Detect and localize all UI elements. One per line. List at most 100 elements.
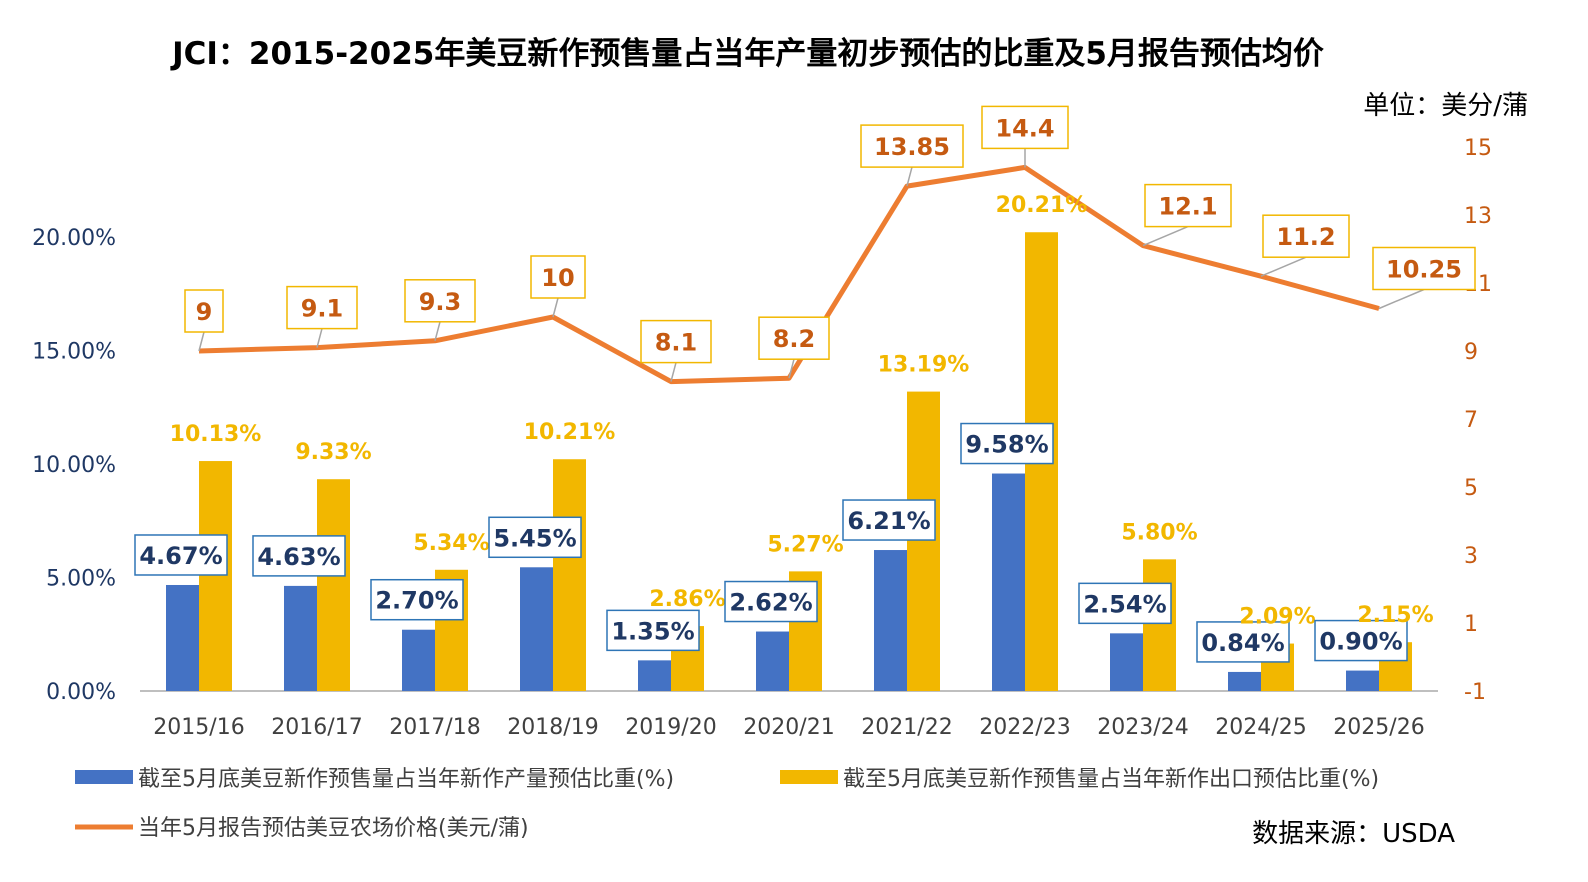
production-data-label: 5.45% <box>493 524 576 552</box>
x-tick-label: 2022/23 <box>979 715 1070 740</box>
left-tick-label: 5.00% <box>46 567 116 592</box>
x-tick-label: 2021/22 <box>861 715 952 740</box>
right-tick-label: 7 <box>1464 408 1478 433</box>
price-label-box <box>758 316 830 360</box>
production-data-label: 0.84% <box>1201 629 1284 657</box>
production-data-label: 1.35% <box>611 617 694 645</box>
right-tick-label: 1 <box>1464 612 1478 637</box>
bar-production-share <box>166 584 199 691</box>
bar-production-share <box>756 631 789 691</box>
x-tick-label: 2025/26 <box>1333 715 1424 740</box>
price-label-box <box>286 285 358 330</box>
x-tick-label: 2024/25 <box>1215 715 1306 740</box>
bar-production-share <box>520 567 553 691</box>
production-label-box <box>606 609 700 652</box>
production-label-box <box>1078 582 1172 625</box>
price-data-label: 10 <box>541 264 574 292</box>
chart-title: JCI：2015-2025年美豆新作预售量占当年产量初步预估的比重及5月报告预估… <box>170 36 1324 72</box>
x-tick-label: 2020/21 <box>743 715 834 740</box>
left-axis: 0.00% 5.00% 10.00% 15.00% 20.00% <box>32 226 116 705</box>
left-tick-label: 0.00% <box>46 680 116 705</box>
price-label-box <box>404 279 476 323</box>
source-label: 数据来源：USDA <box>1252 819 1455 849</box>
production-data-label: 4.67% <box>139 542 222 570</box>
price-data-label: 11.2 <box>1276 223 1335 251</box>
production-data-label: 2.62% <box>729 589 812 617</box>
production-data-label: 9.58% <box>965 431 1048 459</box>
bar-production-share <box>1346 670 1379 691</box>
production-data-label: 4.63% <box>257 543 340 571</box>
right-tick-label: -1 <box>1464 680 1486 705</box>
export-data-label: 2.86% <box>649 587 725 612</box>
export-data-label: 20.21% <box>996 193 1088 218</box>
x-tick-label: 2018/19 <box>507 715 598 740</box>
price-leader-line <box>552 297 559 318</box>
price-leader-line <box>1142 225 1189 247</box>
x-tick-label: 2016/17 <box>271 715 362 740</box>
right-tick-label: 5 <box>1464 476 1478 501</box>
data-labels: 4.67% 10.13% 4.63% 9.33% 2.70% 5.34% 5.45% 10.2… <box>134 105 1476 663</box>
bar-production-share <box>874 550 907 691</box>
price-leader-line <box>198 331 205 352</box>
price-label-box <box>640 319 712 364</box>
left-tick-label: 10.00% <box>32 453 116 478</box>
bar-export-share <box>317 479 350 691</box>
bar-export-share <box>907 391 940 691</box>
price-data-label: 14.4 <box>995 114 1054 142</box>
price-data-label: 9 <box>196 298 213 326</box>
x-axis: 2015/16 2016/17 2017/18 2018/19 2019/20 2020/… <box>140 690 1438 740</box>
bar-export-share <box>1143 559 1176 691</box>
production-label-box <box>842 499 936 541</box>
price-leader-line <box>1260 256 1307 277</box>
price-label-box <box>1144 183 1232 228</box>
price-data-label: 13.85 <box>874 133 950 161</box>
price-leader-line <box>434 321 441 341</box>
price-data-label: 8.2 <box>773 325 816 353</box>
price-data-label: 10.25 <box>1386 256 1462 284</box>
export-data-label: 10.13% <box>170 422 262 447</box>
export-data-label: 2.15% <box>1357 603 1433 628</box>
production-label-box <box>724 580 818 623</box>
price-data-label: 9.1 <box>301 295 344 323</box>
price-label-box <box>184 289 224 333</box>
bar-production-share <box>638 660 671 691</box>
legend-label-export: 截至5月底美豆新作预售量占当年新作出口预估比重(%) <box>843 767 1379 792</box>
price-leader-line <box>788 359 795 379</box>
production-label-box <box>370 578 464 621</box>
export-data-label: 10.21% <box>524 420 616 445</box>
bar-export-share <box>553 459 586 691</box>
legend-label-price: 当年5月报告预估美豆农场价格(美元/蒲) <box>138 816 529 841</box>
export-data-label: 9.33% <box>295 440 371 465</box>
x-tick-label: 2017/18 <box>389 715 480 740</box>
right-tick-label: 15 <box>1464 136 1492 161</box>
production-label-box <box>960 422 1054 465</box>
legend: 截至5月底美豆新作预售量占当年新作产量预估比重(%) 截至5月底美豆新作预售量占当… <box>75 767 1379 841</box>
production-data-label: 2.70% <box>375 587 458 615</box>
right-tick-label: 3 <box>1464 544 1478 569</box>
production-data-label: 2.54% <box>1083 590 1166 618</box>
price-leader-line <box>1378 288 1425 310</box>
production-label-box <box>1196 621 1290 663</box>
price-data-label: 9.3 <box>419 288 462 316</box>
price-label-box <box>1372 246 1476 291</box>
x-tick-label: 2023/24 <box>1097 715 1188 740</box>
production-label-box <box>488 516 582 559</box>
left-tick-label: 15.00% <box>32 340 116 365</box>
price-label-box <box>530 255 586 299</box>
production-label-box <box>1314 619 1408 662</box>
export-data-label: 5.34% <box>413 531 489 556</box>
bar-production-share <box>1228 671 1261 691</box>
bar-production-share <box>402 629 435 691</box>
export-data-label: 2.09% <box>1239 605 1315 630</box>
x-tick-label: 2015/16 <box>153 715 244 740</box>
x-tick-label: 2019/20 <box>625 715 716 740</box>
right-tick-label: 9 <box>1464 340 1478 365</box>
production-data-label: 6.21% <box>847 507 930 535</box>
price-leader-line <box>316 328 323 348</box>
bar-production-share <box>992 473 1025 691</box>
production-data-label: 0.90% <box>1319 628 1402 656</box>
bar-production-share <box>284 585 317 691</box>
price-label-box <box>981 105 1069 150</box>
